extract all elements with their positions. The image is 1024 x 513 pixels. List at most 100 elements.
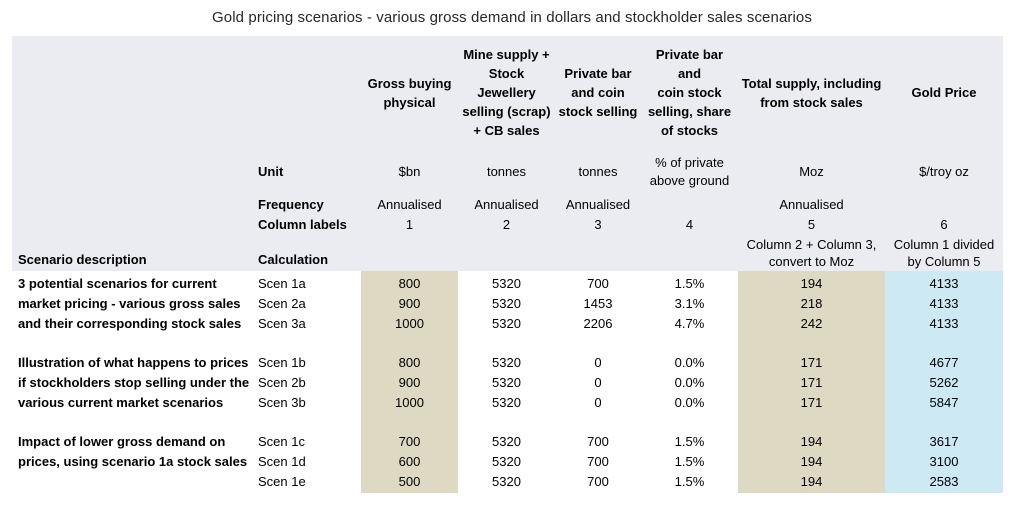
data-cell: 4.7% [674,316,705,331]
frequency-cell: Annualised [565,197,631,212]
column-header-total-supply: Total supply, including from stock sales [741,75,882,110]
unit-cell: tonnes [578,164,618,179]
data-cell: 194 [800,454,823,469]
row-label-unit: Unit [258,164,284,179]
scenario-group-lower-demand: Impact of lower gross demand on Scen 1c … [12,432,1003,492]
data-cell: 194 [800,474,823,489]
table-row-scen-1a: 3 potential scenarios for current Scen 1… [12,274,1003,294]
data-cell: 0.0% [674,375,705,390]
table-row-scen-1d: prices, using scenario 1a stock sales Sc… [12,452,1003,472]
data-cell: 2206 [583,316,613,331]
calculation-cell [555,235,641,271]
column-number-cell: 5 [807,217,816,232]
column-number-cell: 1 [405,217,414,232]
data-cell: 4133 [929,316,959,331]
unit-cell: tonnes [486,164,527,179]
scenario-label: Scen 3b [258,395,306,410]
data-cell: 5320 [492,276,521,291]
column-header-share-of-stocks: Private bar and coin stock selling, shar… [647,47,732,138]
group-description-line [12,472,255,492]
calculation-cell [641,235,738,271]
spacer-cell [12,36,255,149]
data-cell: 900 [398,296,421,311]
data-cell: 3617 [929,434,959,449]
highlight-band-total-supply [738,271,885,493]
data-cell: 171 [800,355,823,370]
data-cell: 0 [594,395,602,410]
table-row-scen-2b: if stockholders stop selling under the S… [12,373,1003,393]
calculation-cell [458,235,555,271]
data-cell: 5320 [492,434,521,449]
frequency-row: Frequency Annualised Annualised Annualis… [12,195,1003,215]
data-cell: 171 [800,395,823,410]
data-cell: 3.1% [674,296,705,311]
scenario-label: Scen 2b [258,375,306,390]
data-cell: 700 [398,434,421,449]
spacer-cell [255,36,361,149]
frequency-cell: Annualised [377,197,442,212]
table-row-scen-3b: various current market scenarios Scen 3b… [12,393,1003,413]
column-labels-row: Column labels 1 2 3 4 5 6 [12,215,1003,235]
data-cell: 194 [800,276,823,291]
data-cell: 1453 [583,296,613,311]
unit-cell: $bn [398,164,421,179]
column-header-gold-price: Gold Price [911,85,977,100]
data-cell: 0.0% [674,355,705,370]
unit-cell: $/troy oz [919,164,969,179]
data-cell: 1.5% [674,454,705,469]
data-cell: 700 [587,434,609,449]
data-cell: 1000 [395,316,424,331]
data-cell: 0 [594,375,602,390]
row-label-calculation: Calculation [258,252,329,267]
data-cell: 4677 [929,355,959,370]
scenario-group-current-pricing: 3 potential scenarios for current Scen 1… [12,274,1003,334]
data-cell: 3100 [929,454,959,469]
data-cell: 700 [587,454,609,469]
data-cell: 800 [398,355,421,370]
data-cell: 5320 [492,375,521,390]
calculation-cell-total-supply: Column 2 + Column 3, convert to Moz [746,237,877,269]
frequency-cell [885,195,1003,215]
group-description-line: if stockholders stop selling under the [18,375,250,390]
data-cell: 4133 [929,276,959,291]
group-description-line: market pricing - various gross sales [18,296,241,311]
column-number-cell: 4 [685,217,694,232]
data-cell: 1.5% [674,276,705,291]
scenario-label: Scen 1a [258,276,306,291]
scenario-label: Scen 1e [258,474,306,489]
highlight-band-gold-price [885,271,1003,493]
group-description-line: Illustration of what happens to prices [18,355,249,370]
unit-cell: Moz [799,164,824,179]
data-cell: 800 [398,276,421,291]
data-cell: 5262 [929,375,959,390]
data-cell: 2583 [929,474,959,489]
data-cell: 218 [800,296,823,311]
scenario-group-stop-selling: Illustration of what happens to prices S… [12,353,1003,413]
column-header-mine-supply: Mine supply + Stock Jewellery selling (s… [462,47,551,138]
table-row-scen-3a: and their corresponding stock sales Scen… [12,314,1003,334]
column-header-row: Gross buying physical Mine supply + Stoc… [12,36,1003,149]
unit-cell: % of private above ground [649,155,730,188]
highlight-band-gross-buying [361,271,458,493]
data-cell: 194 [800,434,823,449]
scenario-label: Scen 1b [258,355,306,370]
group-description-line: and their corresponding stock sales [18,316,242,331]
data-cell: 1000 [395,395,424,410]
table-body: 3 potential scenarios for current Scen 1… [12,271,1003,493]
column-number-cell: 3 [594,217,602,232]
data-cell: 5320 [492,296,521,311]
data-cell: 700 [587,276,609,291]
spacer-cell [12,215,255,235]
table-row-scen-1e: Scen 1e 500 5320 700 1.5% 194 2583 [12,472,1003,492]
data-cell: 1.5% [674,434,705,449]
calculation-row: Scenario description Calculation Column … [12,235,1003,271]
calculation-cell-gold-price: Column 1 divided by Column 5 [893,237,995,269]
scenario-label: Scen 1c [258,434,305,449]
data-cell: 5320 [492,454,521,469]
table-row-scen-1b: Illustration of what happens to prices S… [12,353,1003,373]
column-number-cell: 6 [940,217,948,232]
data-cell: 5320 [492,316,521,331]
column-number-cell: 2 [502,217,511,232]
data-cell: 5320 [492,395,521,410]
